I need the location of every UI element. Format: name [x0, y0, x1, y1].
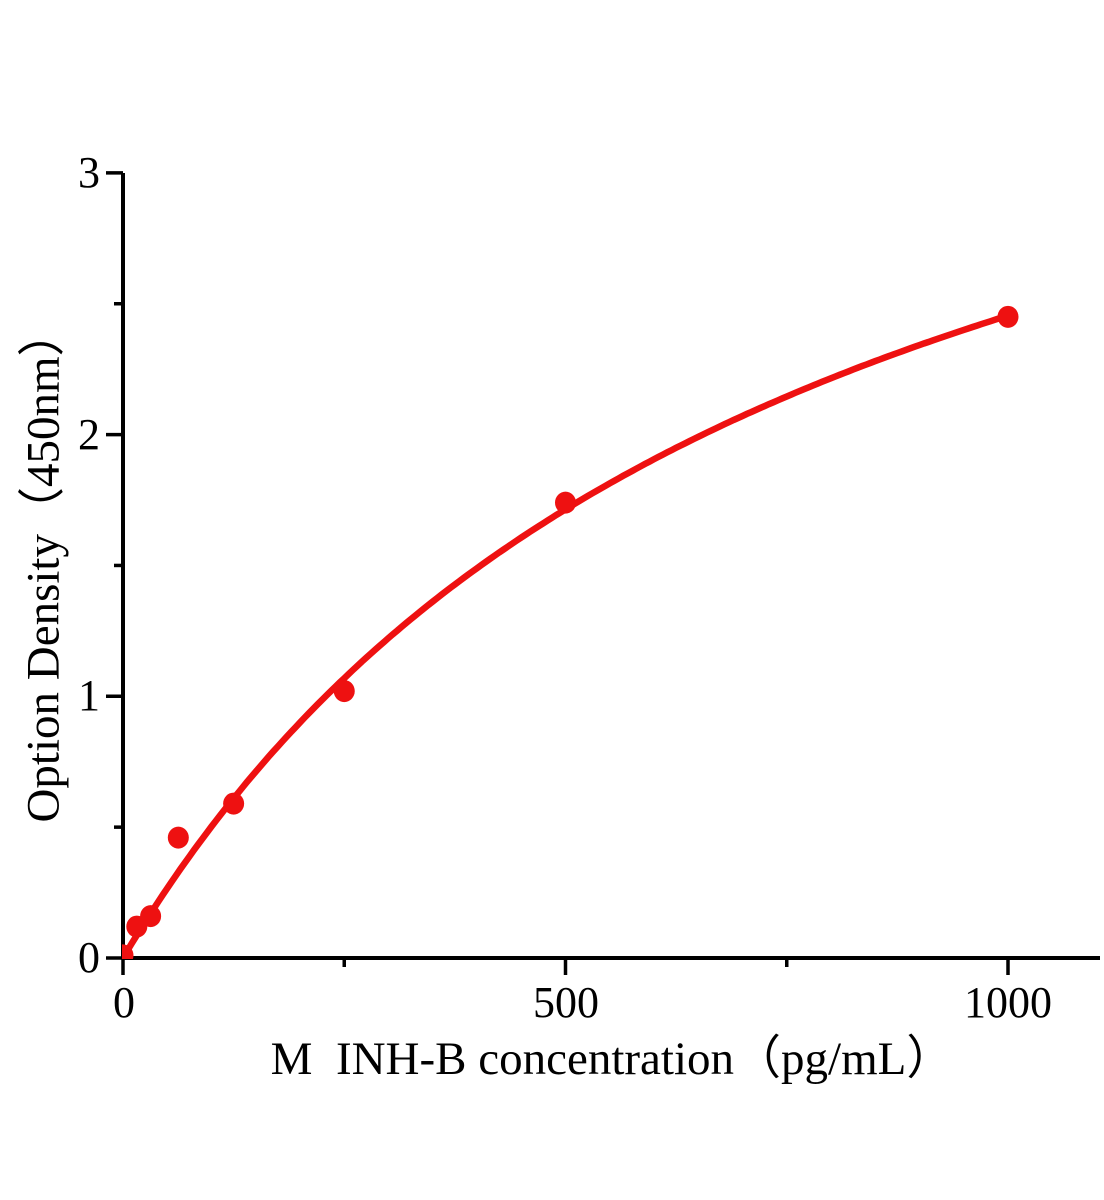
axis-spines	[121, 173, 1100, 960]
fit-curve-line	[122, 312, 1012, 959]
x-tick-label-500: 500	[533, 978, 599, 1027]
data-point-marker	[555, 491, 576, 514]
x-tick-label-0: 0	[113, 978, 135, 1027]
data-point-marker	[140, 905, 162, 928]
y-tick-label-0: 0	[78, 933, 100, 982]
y-tick-label-1: 1	[78, 671, 100, 720]
data-point-marker	[167, 826, 189, 849]
y-tick-label-3: 3	[78, 148, 100, 197]
data-point-marker	[333, 680, 355, 703]
data-point-marker	[223, 792, 245, 815]
x-tick-label-1000: 1000	[964, 978, 1052, 1027]
y-axis-title: Option Density（450nm）	[17, 309, 70, 823]
data-point-marker	[997, 305, 1019, 328]
x-axis-title: M INH-B concentration（pg/mL）	[270, 1033, 954, 1085]
data-point-marker	[122, 944, 134, 959]
y-tick-label-2: 2	[78, 410, 100, 459]
